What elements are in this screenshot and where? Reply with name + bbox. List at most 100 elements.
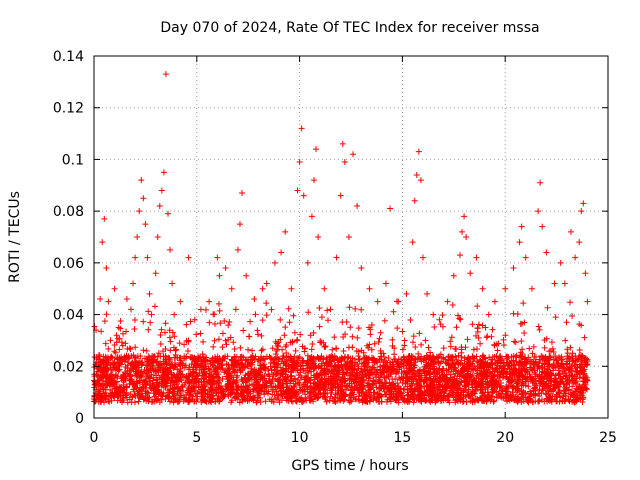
roti-point <box>341 159 348 166</box>
y-tick-label: 0.12 <box>53 101 84 117</box>
roti-point <box>510 265 517 272</box>
roti-point <box>470 355 477 362</box>
roti-point <box>91 354 98 361</box>
roti-point <box>460 391 467 398</box>
roti-point <box>183 337 190 344</box>
roti-point <box>287 369 294 376</box>
roti-point <box>276 356 283 363</box>
roti-point <box>295 355 302 362</box>
roti-point <box>315 391 322 398</box>
roti-point <box>424 387 431 394</box>
roti-point <box>353 378 360 385</box>
roti-point <box>123 383 130 390</box>
roti-point <box>526 371 533 378</box>
roti-point <box>494 368 501 375</box>
roti-point <box>490 372 497 379</box>
roti-point <box>365 372 372 379</box>
roti-point <box>581 334 588 341</box>
roti-point <box>102 340 109 347</box>
roti-point <box>352 305 359 312</box>
roti-point <box>503 387 510 394</box>
roti-point <box>370 364 377 371</box>
roti-point <box>212 368 219 375</box>
roti-point <box>358 306 365 313</box>
roti-point <box>169 329 176 336</box>
roti-point <box>249 347 256 354</box>
roti-point <box>573 368 580 375</box>
roti-point <box>455 352 462 359</box>
roti-point <box>341 377 348 384</box>
roti-point <box>131 355 138 362</box>
roti-point <box>264 390 271 397</box>
roti-point <box>437 321 444 328</box>
roti-point <box>567 344 574 351</box>
roti-point <box>358 389 365 396</box>
roti-point <box>529 350 536 357</box>
roti-point <box>137 353 144 360</box>
roti-point <box>541 344 548 351</box>
roti-point <box>143 367 150 374</box>
roti-point <box>147 319 154 326</box>
roti-point <box>517 320 524 327</box>
roti-point <box>474 345 481 352</box>
roti-point <box>257 369 264 376</box>
roti-point <box>354 334 361 341</box>
roti-point <box>237 366 244 373</box>
roti-point <box>178 376 185 383</box>
roti-point <box>437 375 444 382</box>
roti-point <box>133 359 140 366</box>
roti-point <box>304 352 311 359</box>
roti-point <box>304 369 311 376</box>
roti-point <box>517 358 524 365</box>
roti-point <box>555 367 562 374</box>
roti-point <box>202 357 209 364</box>
roti-point <box>431 382 438 389</box>
roti-point <box>354 369 361 376</box>
roti-point <box>502 285 509 292</box>
roti-point <box>149 363 156 370</box>
roti-point <box>423 379 430 386</box>
roti-point <box>427 371 434 378</box>
roti-point <box>116 359 123 366</box>
roti-point <box>333 345 340 352</box>
roti-point <box>468 390 475 397</box>
roti-point <box>500 365 507 372</box>
roti-point <box>347 324 354 331</box>
roti-point <box>482 324 489 331</box>
roti-point <box>555 389 562 396</box>
roti-point <box>484 333 491 340</box>
roti-point <box>400 397 407 404</box>
roti-point <box>215 384 222 391</box>
roti-point <box>191 398 198 405</box>
roti-point <box>177 357 184 364</box>
roti-point <box>269 391 276 398</box>
y-tick-label: 0.02 <box>53 359 84 375</box>
roti-point <box>272 338 279 345</box>
roti-point <box>112 366 119 373</box>
roti-point <box>152 366 159 373</box>
roti-point <box>261 375 268 382</box>
roti-point <box>240 327 247 334</box>
roti-point <box>212 378 219 385</box>
roti-point <box>536 386 543 393</box>
roti-point <box>525 383 532 390</box>
roti-point <box>259 285 266 292</box>
roti-point <box>556 398 563 405</box>
roti-point <box>308 213 315 220</box>
x-tick-label: 10 <box>291 430 309 446</box>
roti-point <box>576 363 583 370</box>
roti-point <box>324 307 331 314</box>
roti-point <box>155 350 162 357</box>
roti-point <box>463 372 470 379</box>
roti-point <box>569 383 576 390</box>
y-tick-label: 0.06 <box>53 256 84 272</box>
roti-point <box>439 383 446 390</box>
roti-point <box>484 366 491 373</box>
roti-point <box>131 399 138 406</box>
roti-point <box>578 367 585 374</box>
roti-point <box>285 398 292 405</box>
roti-point <box>485 311 492 318</box>
roti-point <box>552 379 559 386</box>
roti-point <box>301 348 308 355</box>
roti-point <box>172 351 179 358</box>
